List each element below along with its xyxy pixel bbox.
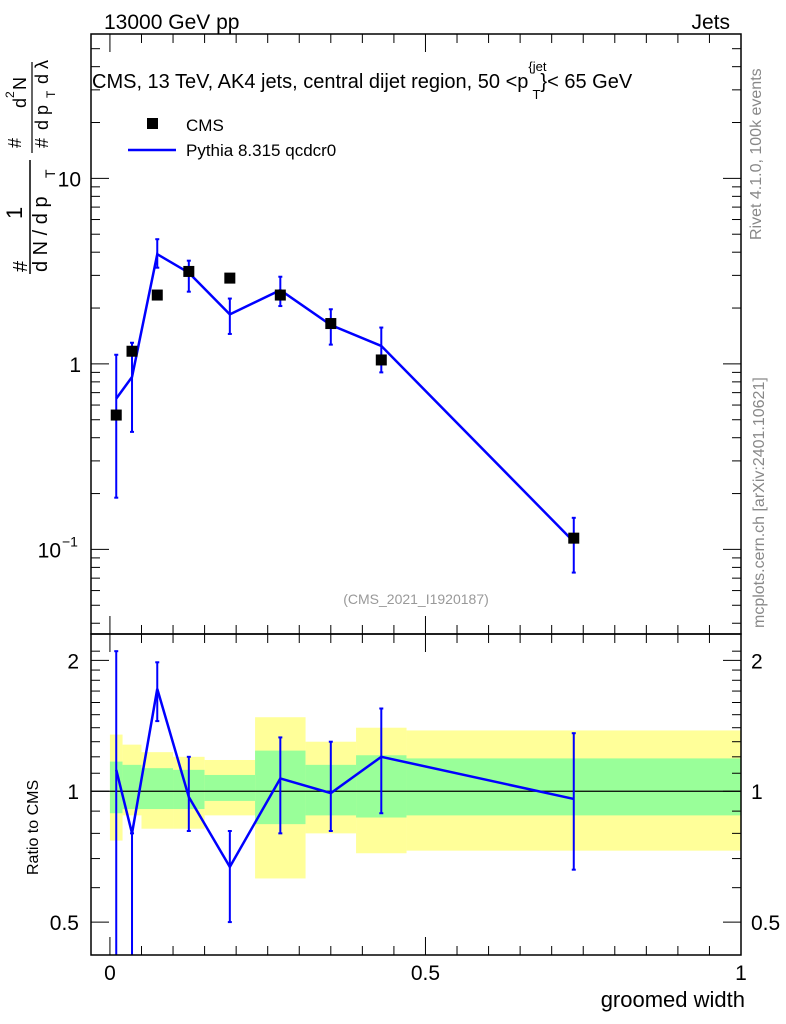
cms-data-point [375,354,387,366]
mc-line [115,252,575,543]
svg-text:#: # [10,260,32,272]
ratio-frame [90,633,742,956]
ratio-ytick-label-right: 2 [751,650,763,673]
svg-text:#: # [32,138,52,148]
cms-data-point [274,289,286,301]
header-left: 13000 GeV pp [104,11,239,34]
ratio-ytick-label: 1 [67,781,79,804]
ratio-xtick-label: 0 [104,962,116,985]
main-ytick-label-exp: −1 [62,533,78,549]
ratio-band-green [122,764,142,810]
svg-text:T: T [44,90,58,98]
svg-text:d: d [10,98,30,108]
svg-text:d p: d p [32,105,52,130]
cms-data-point [568,532,580,544]
cms-data-point [126,345,138,357]
legend-mc-label: Pythia 8.315 qcdcr0 [186,141,336,160]
cms-data-point [110,409,122,421]
ratio-ytick-label-right: 0.5 [751,912,780,935]
ratio-band-green [204,774,256,801]
ratio-ytick-label-right: 1 [751,781,763,804]
svg-text:d N / d p: d N / d p [30,196,52,272]
analysis-id: (CMS_2021_I1920187) [343,591,489,607]
ratio-band-green [141,768,174,810]
ratio-panel: 2 2 1 1 0.5 0.5 0 0.5 1 [50,633,780,985]
svg-text:N: N [10,77,30,90]
header-right: Jets [691,11,730,34]
svg-text:d λ: d λ [32,60,52,84]
rivet-label: Rivet 4.1.0, 100k events [748,68,765,240]
main-ytick-label: 10 [38,539,61,562]
plot-title: CMS, 13 TeV, AK4 jets, central dijet reg… [92,59,633,102]
mcplots-label: mcplots.cern.ch [arXiv:2401.10621] [751,377,768,628]
ratio-ytick-label: 0.5 [50,912,79,935]
svg-text:2: 2 [3,91,17,98]
x-axis-label: groomed width [601,987,745,1012]
svg-text:#: # [5,138,25,148]
cms-data-point [325,318,337,330]
legend-cms-marker [147,118,158,129]
main-ylabel: # 1 d N / d p T # d 2 N # d p T d λ [2,60,58,274]
ratio-xtick-label: 1 [735,962,747,985]
legend-cms-label: CMS [186,116,224,135]
svg-text:1: 1 [2,207,27,219]
cms-data-point [183,265,195,277]
ratio-line [115,688,575,870]
ratio-ylabel: Ratio to CMS [25,780,42,875]
cms-data-point [224,272,236,284]
cms-data-point [151,289,163,301]
ratio-xtick-label: 0.5 [411,962,440,985]
main-ytick-label: 10 [58,168,81,191]
main-ytick-label: 1 [69,354,81,377]
ratio-ytick-label: 2 [67,650,79,673]
svg-text:T: T [42,169,58,178]
